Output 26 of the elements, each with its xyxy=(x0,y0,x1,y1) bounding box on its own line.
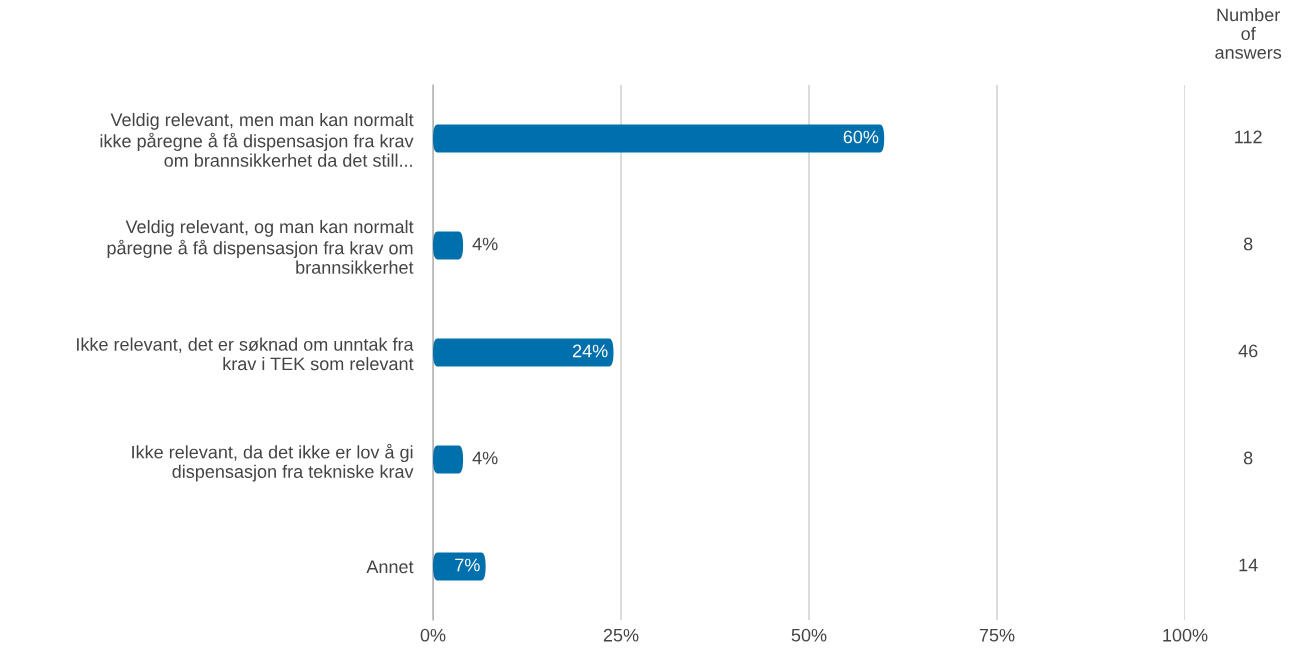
y-tick-label: Annet xyxy=(366,560,414,574)
data-label: 60% xyxy=(843,130,879,144)
text: 112 xyxy=(1235,130,1262,144)
text: Number of answers xyxy=(1215,8,1282,59)
x-tick-label: 100% xyxy=(1163,628,1208,642)
text: 8 xyxy=(1243,237,1253,251)
data-label: 7% xyxy=(455,558,480,572)
data-label: 4% xyxy=(472,451,498,465)
bar xyxy=(433,124,885,153)
x-tick-label: 75% xyxy=(979,628,1015,642)
y-tick-label: Veldig relevant, men man kan normalt ikke påregne å få dispensasjon fra krav om brannsikkerhet da det still... xyxy=(100,112,414,167)
data-label: 24% xyxy=(572,344,608,358)
y-tick-label: Ikke relevant, det er søknad om unntak fra krav i TEK som relevant xyxy=(77,337,414,371)
text: 8 xyxy=(1243,451,1253,465)
x-tick-label: 0% xyxy=(420,628,446,642)
x-tick-label: 25% xyxy=(603,628,639,642)
bar xyxy=(433,552,486,581)
bar xyxy=(433,338,614,367)
y-tick-label: Ikke relevant, da det ikke er lov å gi dispensasjon fra tekniske krav xyxy=(132,443,414,482)
text: 14 xyxy=(1239,558,1258,572)
bar xyxy=(433,231,464,260)
text: 46 xyxy=(1238,344,1258,358)
bar xyxy=(433,445,464,474)
y-tick-label: Veldig relevant, og man kan normalt påregne å få dispensasjon fra krav om brannsikkerhet xyxy=(107,219,414,274)
data-label: 4% xyxy=(472,237,498,251)
x-tick-label: 50% xyxy=(791,628,827,642)
